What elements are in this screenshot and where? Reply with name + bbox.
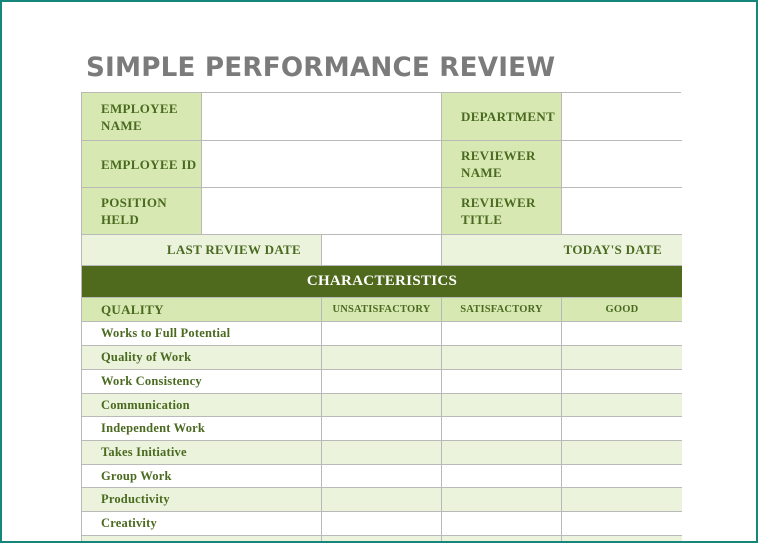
employee-id-label-text: EMPLOYEE ID: [101, 156, 197, 172]
quality-row-text: Works to Full Potential: [101, 326, 231, 340]
quality-row-text: Creativity: [101, 516, 157, 530]
quality-row-label: Communication: [82, 394, 322, 417]
reviewer-name-field[interactable]: [562, 141, 682, 188]
quality-row-text: Group Work: [101, 468, 172, 483]
quality-row-label: Group Work: [82, 465, 322, 488]
table-left-border: [81, 92, 82, 541]
rating-cell-good[interactable]: [562, 488, 682, 512]
rating-cell-satisfactory[interactable]: [442, 417, 562, 441]
reviewer-title-field[interactable]: [562, 188, 682, 235]
column-header-good-text: GOOD: [605, 304, 639, 315]
employee-id-label: EMPLOYEE ID: [82, 141, 202, 188]
quality-row-label: Quality of Work: [82, 346, 322, 370]
rating-cell-good[interactable]: [562, 465, 682, 488]
department-label-text: DEPARTMENT: [461, 109, 556, 124]
rating-cell-unsatisfactory[interactable]: [322, 441, 442, 465]
quality-row-label: Productivity: [82, 488, 322, 512]
rating-cell-satisfactory[interactable]: [442, 394, 562, 417]
reviewer-title-label-line2: TITLE: [461, 212, 503, 227]
employee-name-label-line1: EMPLOYEE: [101, 100, 178, 116]
rating-cell-good[interactable]: [562, 441, 682, 465]
rating-cell-satisfactory[interactable]: [442, 512, 562, 536]
reviewer-name-label: REVIEWER NAME: [442, 141, 562, 188]
column-header-quality-text: QUALITY: [101, 301, 164, 317]
reviewer-title-label: REVIEWER TITLE: [442, 188, 562, 235]
department-field[interactable]: [562, 93, 682, 141]
rating-cell-unsatisfactory[interactable]: [322, 512, 442, 536]
quality-row-text: Work Consistency: [101, 374, 202, 388]
page-title: SIMPLE PERFORMANCE REVIEW: [86, 52, 556, 83]
employee-name-field[interactable]: [202, 93, 442, 141]
last-review-date-label: LAST REVIEW DATE: [82, 235, 322, 266]
quality-row-label: Independent Work: [82, 417, 322, 441]
rating-cell-good[interactable]: [562, 512, 682, 536]
rating-cell-unsatisfactory[interactable]: [322, 322, 442, 346]
characteristics-heading-text: CHARACTERISTICS: [306, 273, 458, 289]
quality-row-text: Communication: [101, 397, 190, 412]
rating-cell-good[interactable]: [562, 346, 682, 370]
last-review-date-field[interactable]: [322, 235, 442, 266]
employee-name-label: EMPLOYEE NAME: [82, 93, 202, 141]
position-held-label-line2: HELD: [101, 212, 140, 227]
reviewer-name-label-line1: REVIEWER: [461, 148, 536, 163]
rating-cell-unsatisfactory[interactable]: [322, 536, 442, 541]
column-header-unsatisfactory: UNSATISFACTORY: [322, 298, 442, 322]
rating-cell-satisfactory[interactable]: [442, 465, 562, 488]
rating-cell-satisfactory[interactable]: [442, 488, 562, 512]
department-label: DEPARTMENT: [442, 93, 562, 141]
column-header-satisfactory: SATISFACTORY: [442, 298, 562, 322]
rating-cell-unsatisfactory[interactable]: [322, 394, 442, 417]
quality-row-label: Works to Full Potential: [82, 322, 322, 346]
rating-cell-good[interactable]: [562, 417, 682, 441]
rating-cell-good[interactable]: [562, 370, 682, 394]
quality-row-label: Takes Initiative: [82, 441, 322, 465]
position-held-label: POSITION HELD: [82, 188, 202, 235]
last-review-date-label-text: LAST REVIEW DATE: [166, 242, 301, 257]
reviewer-name-label-line2: NAME: [461, 165, 502, 180]
quality-row-label: Creativity: [82, 512, 322, 536]
rating-cell-unsatisfactory[interactable]: [322, 370, 442, 394]
rating-cell-satisfactory[interactable]: [442, 370, 562, 394]
rating-cell-satisfactory[interactable]: [442, 536, 562, 541]
column-header-satisfactory-text: SATISFACTORY: [460, 304, 543, 315]
quality-row-text: Quality of Work: [101, 350, 192, 364]
rating-cell-good[interactable]: [562, 394, 682, 417]
column-header-unsatisfactory-text: UNSATISFACTORY: [332, 304, 431, 315]
rating-cell-good[interactable]: [562, 322, 682, 346]
reviewer-title-label-line1: REVIEWER: [461, 195, 536, 210]
quality-row-label: Work Consistency: [82, 370, 322, 394]
employee-id-field[interactable]: [202, 141, 442, 188]
rating-cell-unsatisfactory[interactable]: [322, 417, 442, 441]
characteristics-heading: CHARACTERISTICS: [82, 266, 682, 298]
position-held-label-line1: POSITION: [101, 195, 167, 210]
todays-date-label: TODAY'S DATE: [442, 235, 682, 266]
todays-date-label-text: TODAY'S DATE: [563, 242, 662, 257]
column-header-good: GOOD: [562, 298, 682, 322]
rating-cell-good[interactable]: [562, 536, 682, 541]
table-top-border: [81, 92, 681, 93]
rating-cell-satisfactory[interactable]: [442, 441, 562, 465]
rating-cell-satisfactory[interactable]: [442, 346, 562, 370]
rating-cell-satisfactory[interactable]: [442, 322, 562, 346]
quality-row-text: Takes Initiative: [101, 445, 187, 459]
table-row-partial: [82, 536, 322, 541]
quality-row-text: Productivity: [101, 492, 170, 506]
position-held-field[interactable]: [202, 188, 442, 235]
rating-cell-unsatisfactory[interactable]: [322, 488, 442, 512]
column-header-quality: QUALITY: [82, 298, 322, 322]
employee-name-label-line2: NAME: [101, 117, 142, 133]
rating-cell-unsatisfactory[interactable]: [322, 346, 442, 370]
quality-row-text: Independent Work: [101, 421, 206, 435]
rating-cell-unsatisfactory[interactable]: [322, 465, 442, 488]
